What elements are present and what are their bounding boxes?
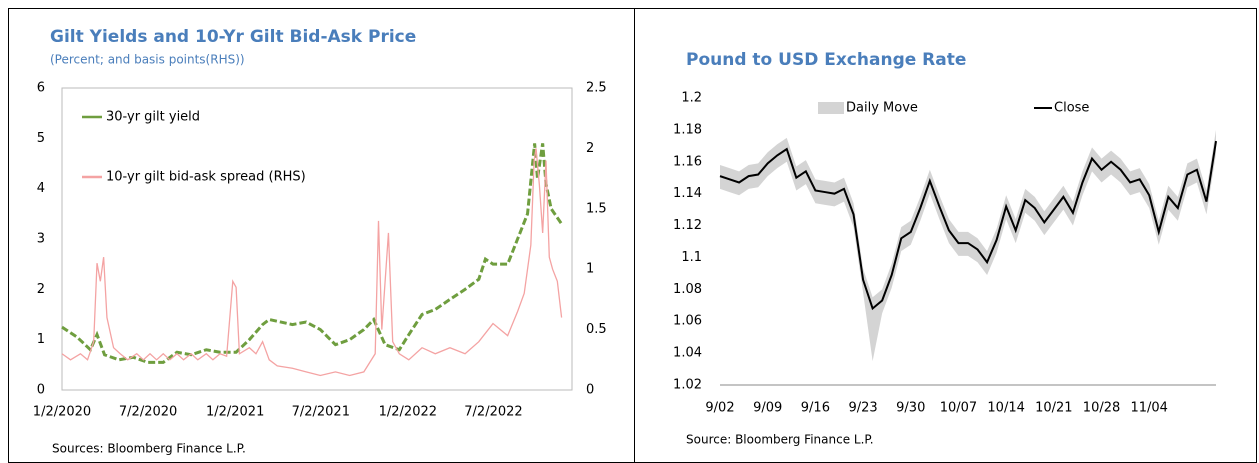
y-tick-label: 1.12 <box>673 218 702 233</box>
x-tick-label: 7/2/2021 <box>292 405 350 420</box>
x-tick-label: 11/04 <box>1130 401 1167 416</box>
plot-frame <box>61 87 573 391</box>
x-tick-label: 7/2/2022 <box>464 405 522 420</box>
x-tick-label: 9/23 <box>848 401 877 416</box>
y2-tick-label: 0.5 <box>586 322 607 337</box>
x-tick-label: 1/2/2020 <box>33 405 91 420</box>
y-tick-label: 1.14 <box>673 186 702 201</box>
y2-tick-label: 1 <box>586 262 594 277</box>
x-tick-label: 10/14 <box>987 401 1024 416</box>
y2-tick-label: 1.5 <box>586 201 607 216</box>
y-tick-label: 1.08 <box>673 282 702 297</box>
x-tick-label: 9/02 <box>705 401 734 416</box>
x-tick-label: 9/16 <box>801 401 830 416</box>
y-tick-label: 1.16 <box>673 154 702 169</box>
y-tick-label: 2 <box>37 282 45 297</box>
x-tick-label: 10/21 <box>1035 401 1072 416</box>
legend-label: Daily Move <box>846 101 918 116</box>
daily-move-band <box>720 129 1216 362</box>
y-tick-label: 4 <box>37 181 45 196</box>
y2-tick-label: 2.5 <box>586 81 607 96</box>
y-tick-label: 0 <box>37 383 45 398</box>
chart-title: Gilt Yields and 10-Yr Gilt Bid-Ask Price <box>50 27 416 47</box>
y-tick-label: 6 <box>37 81 45 96</box>
legend-label: Close <box>1054 101 1089 116</box>
y-tick-label: 1 <box>37 332 45 347</box>
legend-label: 10-yr gilt bid-ask spread (RHS) <box>106 170 306 185</box>
x-tick-label: 1/2/2021 <box>206 405 264 420</box>
y-tick-label: 1.02 <box>673 378 702 393</box>
chart-title: Pound to USD Exchange Rate <box>686 50 966 70</box>
x-tick-label: 10/28 <box>1083 401 1120 416</box>
source: Source: Bloomberg Finance L.P. <box>686 433 874 447</box>
x-tick-label: 10/07 <box>940 401 977 416</box>
y-tick-label: 1.18 <box>673 122 702 137</box>
y-tick-label: 5 <box>37 131 45 146</box>
series-line <box>61 143 563 364</box>
y-tick-label: 1.2 <box>681 91 702 106</box>
y-tick-label: 1.04 <box>673 346 702 361</box>
source: Sources: Bloomberg Finance L.P. <box>52 442 246 456</box>
series-line <box>719 140 1217 311</box>
y-tick-label: 3 <box>37 232 45 247</box>
chart-subtitle: (Percent; and basis points(RHS)) <box>50 53 245 67</box>
legend-swatch <box>818 102 844 114</box>
y2-tick-label: 2 <box>586 141 594 156</box>
x-tick-label: 9/09 <box>753 401 782 416</box>
x-tick-label: 1/2/2022 <box>379 405 437 420</box>
frame <box>8 8 1257 463</box>
y-tick-label: 1.1 <box>681 250 702 265</box>
y-tick-label: 1.06 <box>673 314 702 329</box>
y2-tick-label: 0 <box>586 383 594 398</box>
series-line <box>61 148 563 377</box>
x-tick-label: 9/30 <box>896 401 925 416</box>
legend-label: 30-yr gilt yield <box>106 110 200 125</box>
x-tick-label: 7/2/2020 <box>119 405 177 420</box>
